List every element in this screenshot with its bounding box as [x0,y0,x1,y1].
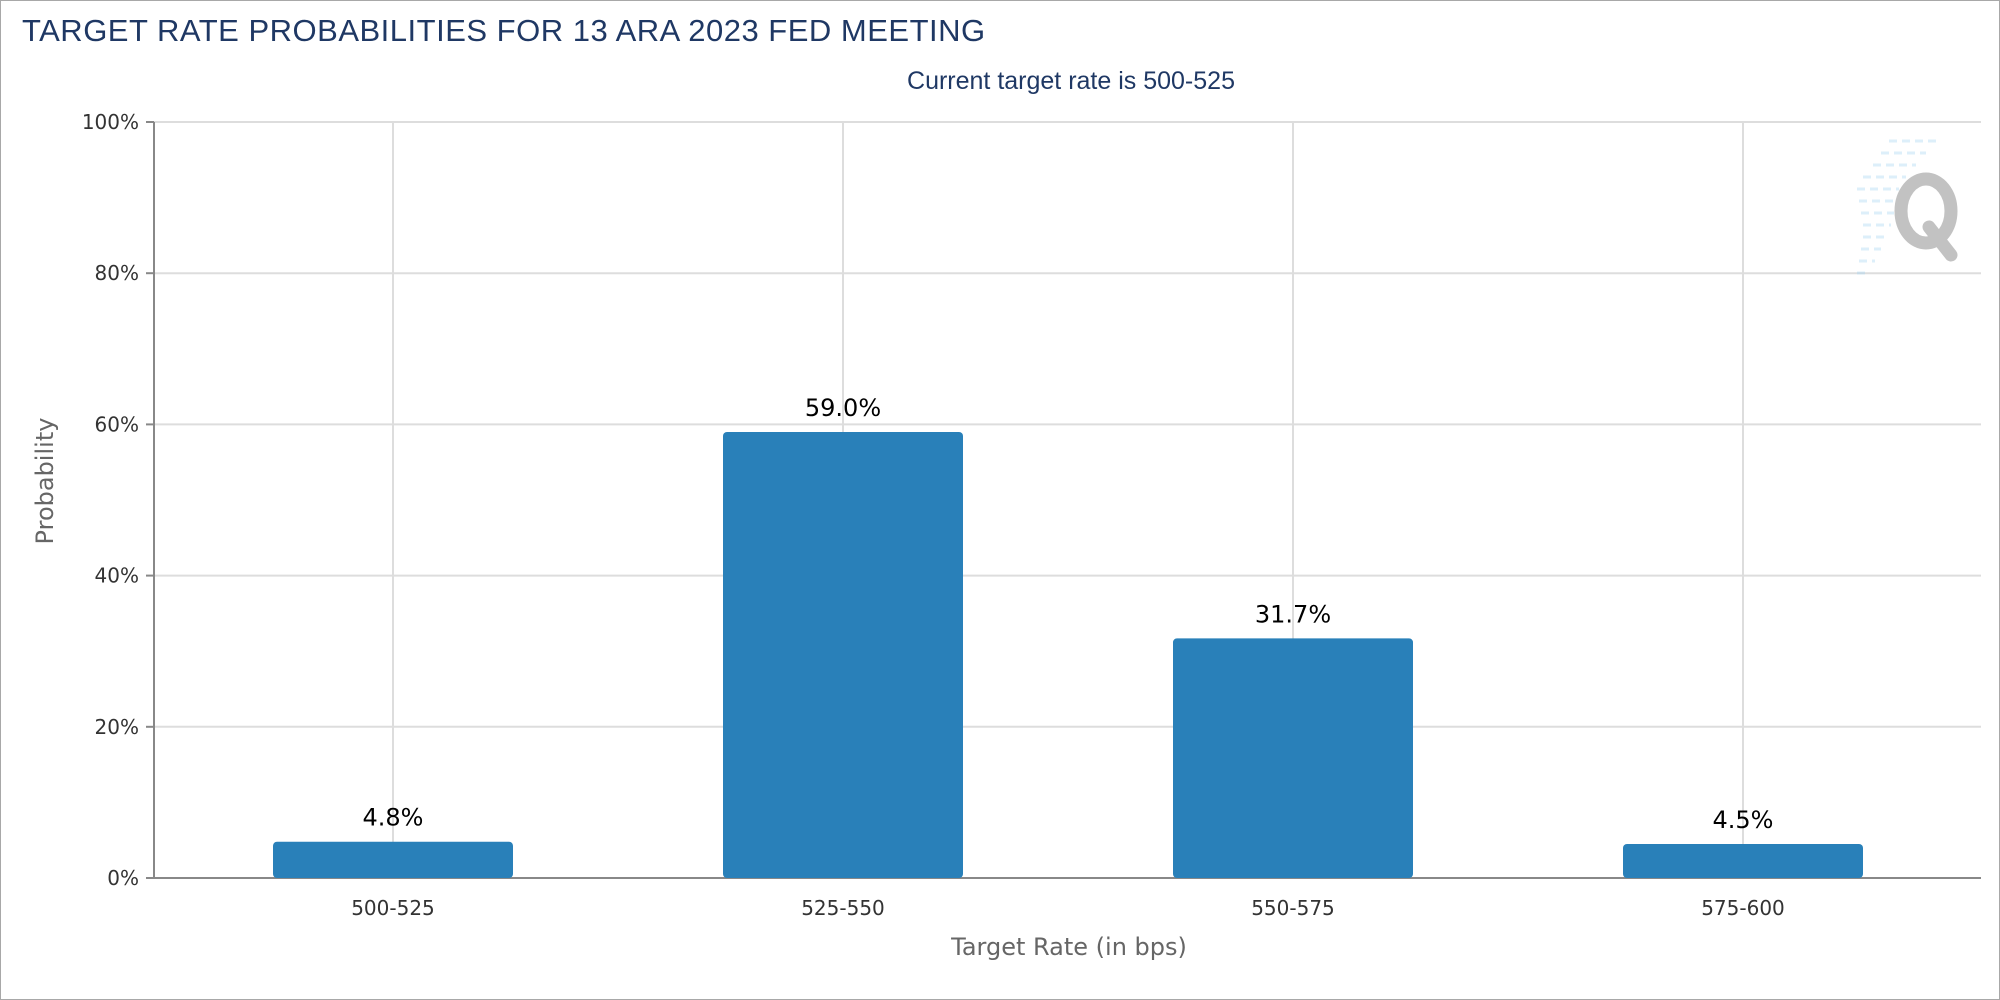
x-tick-label: 500-525 [351,896,435,920]
data-label: 4.5% [1713,806,1774,834]
data-label: 31.7% [1255,600,1331,628]
labels: 0% 20% 40% 60% 80% 100% 500-525 525-550 550-575 5… [82,110,1785,920]
y-tick-label: 100% [82,110,139,134]
x-axis-title: Target Rate (in bps) [950,933,1187,961]
y-tick-label: 0% [107,866,139,890]
chart-subtitle: Current target rate is 500-525 [907,67,1235,95]
q-logo-icon [1857,139,1958,275]
y-axis-title: Probability [31,418,59,545]
x-tick-label: 550-575 [1251,896,1335,920]
bar-525-550 [723,431,963,878]
bars [273,431,1863,878]
y-tick-label: 20% [95,715,139,739]
x-tick-label: 525-550 [801,896,885,920]
bar-575-600 [1623,843,1863,878]
grid-lines [154,121,1981,878]
bar-550-575 [1173,638,1413,878]
y-tick-label: 60% [95,412,139,436]
axes [146,121,1981,879]
x-tick-label: 575-600 [1701,896,1785,920]
data-label: 4.8% [363,804,424,832]
bar-500-525 [273,841,513,878]
y-tick-label: 80% [95,261,139,285]
chart-title: TARGET RATE PROBABILITIES FOR 13 ARA 202… [22,13,986,48]
data-label: 59.0% [805,394,881,422]
y-tick-label: 40% [95,564,139,588]
